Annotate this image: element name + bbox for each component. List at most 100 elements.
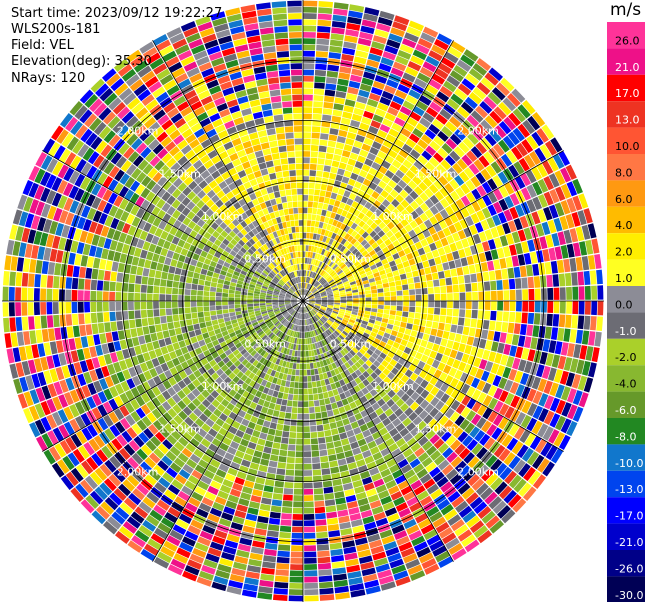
ppi-cell xyxy=(281,506,293,514)
ppi-cell xyxy=(427,226,437,235)
ppi-cell xyxy=(512,498,527,513)
ppi-cell xyxy=(361,250,369,257)
ppi-cell xyxy=(474,222,484,233)
ppi-cell xyxy=(451,495,465,508)
ppi-cell xyxy=(184,307,191,314)
ppi-cell xyxy=(354,485,365,495)
ppi-cell xyxy=(336,221,343,229)
ppi-cell xyxy=(259,301,266,304)
ppi-cell xyxy=(418,552,434,564)
ppi-cell xyxy=(333,346,340,353)
ppi-cell xyxy=(306,226,311,233)
ppi-cell xyxy=(364,455,375,465)
ppi-cell xyxy=(346,293,353,297)
ppi-cell xyxy=(388,442,399,453)
ppi-cell xyxy=(319,360,325,367)
ppi-cell xyxy=(371,472,382,482)
ppi-cell xyxy=(331,312,338,316)
ppi-cell xyxy=(338,464,349,472)
ppi-cell xyxy=(333,485,344,493)
ppi-cell xyxy=(366,367,374,375)
ppi-cell xyxy=(46,315,54,328)
ppi-cell xyxy=(343,404,352,412)
ppi-cell xyxy=(351,113,363,122)
ppi-cell xyxy=(443,80,457,93)
ppi-cell xyxy=(429,101,442,113)
ppi-cell xyxy=(422,440,433,452)
ppi-cell xyxy=(247,507,259,516)
ppi-cell xyxy=(479,101,493,114)
ppi-cell xyxy=(340,254,347,261)
ppi-cell xyxy=(542,461,555,477)
ppi-cell xyxy=(522,301,529,312)
ppi-cell xyxy=(109,301,116,312)
ppi-cell xyxy=(351,364,358,372)
ppi-cell xyxy=(331,554,345,563)
ppi-cell xyxy=(583,377,594,393)
ppi-cell xyxy=(304,306,308,313)
ppi-cell xyxy=(377,308,384,314)
ppi-cell xyxy=(575,329,584,344)
ppi-cell xyxy=(209,296,216,301)
ppi-cell xyxy=(308,295,314,299)
ppi-cell xyxy=(245,513,258,522)
ppi-cell xyxy=(303,357,307,364)
ppi-cell xyxy=(356,341,364,348)
ppi-cell xyxy=(386,458,397,468)
ppi-cell xyxy=(272,442,281,450)
ppi-cell xyxy=(394,453,406,463)
ppi-cell xyxy=(366,338,374,345)
ppi-cell xyxy=(306,283,310,290)
ppi-cell xyxy=(314,183,322,190)
ppi-cell xyxy=(280,519,292,526)
ppi-cell xyxy=(446,339,454,349)
ppi-cell xyxy=(364,521,377,531)
ppi-cell xyxy=(375,280,383,286)
ppi-cell xyxy=(381,175,391,184)
ppi-cell xyxy=(304,582,319,589)
ppi-cell xyxy=(312,330,317,337)
ppi-cell xyxy=(323,331,329,338)
ppi-cell xyxy=(531,376,541,390)
ppi-cell xyxy=(291,532,303,539)
ppi-cell xyxy=(128,283,135,293)
ppi-cell xyxy=(489,520,505,534)
ppi-cell xyxy=(597,301,604,316)
ppi-cell xyxy=(464,344,473,355)
ppi-cell xyxy=(566,388,577,403)
ppi-cell xyxy=(284,367,289,375)
ppi-cell xyxy=(396,213,405,222)
ppi-cell xyxy=(399,227,408,236)
ppi-cell xyxy=(305,319,307,326)
ppi-cell xyxy=(342,347,349,354)
ppi-cell xyxy=(447,167,458,178)
ppi-cell xyxy=(382,51,397,61)
ppi-cell xyxy=(353,107,364,116)
ppi-cell xyxy=(316,234,321,241)
ppi-cell xyxy=(327,204,334,212)
ppi-cell xyxy=(190,301,197,307)
ppi-cell xyxy=(493,444,506,458)
ppi-cell xyxy=(482,271,490,282)
ppi-cell xyxy=(416,170,427,181)
ppi-cell xyxy=(443,347,452,357)
ppi-cell xyxy=(459,418,470,431)
ppi-cell xyxy=(429,350,438,359)
ppi-cell xyxy=(328,52,342,60)
ppi-cell xyxy=(340,117,351,126)
ppi-cell xyxy=(339,306,346,310)
ppi-cell xyxy=(442,262,450,271)
ppi-cell xyxy=(323,165,331,173)
ppi-cell xyxy=(343,316,350,321)
ppi-cell xyxy=(215,305,222,311)
ppi-cell xyxy=(327,448,336,456)
ppi-cell xyxy=(579,241,588,256)
ppi-cell xyxy=(356,43,370,53)
ppi-cell xyxy=(310,324,315,331)
ppi-cell xyxy=(339,521,352,530)
ppi-cell xyxy=(579,345,588,360)
ppi-cell xyxy=(536,128,549,143)
ppi-cell xyxy=(259,503,271,511)
ppi-cell xyxy=(379,145,390,154)
ppi-cell xyxy=(369,539,383,549)
